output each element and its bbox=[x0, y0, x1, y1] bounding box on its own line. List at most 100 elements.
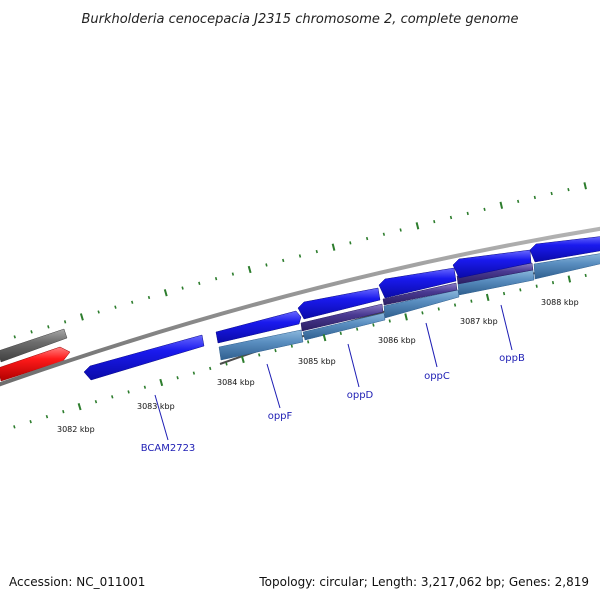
gene-label-oppd[interactable]: oppD bbox=[347, 390, 374, 401]
outer-scale-tick bbox=[315, 249, 318, 254]
inner-scale-tick bbox=[404, 313, 408, 321]
outer-scale-tick bbox=[298, 254, 302, 258]
gene-arrow-next[interactable] bbox=[529, 236, 600, 263]
scale-label-3082: 3082 kbp bbox=[57, 425, 95, 434]
outer-scale-tick bbox=[433, 220, 436, 224]
scale-label-3085: 3085 kbp bbox=[298, 357, 336, 366]
outer-scale-tick bbox=[163, 289, 168, 297]
inner-scale-tick bbox=[372, 323, 375, 327]
operon-band-dark bbox=[300, 303, 384, 332]
gene-label-bcam2723[interactable]: BCAM2723 bbox=[141, 443, 196, 454]
inner-scale-tick bbox=[322, 333, 327, 342]
inner-scale-tick bbox=[307, 340, 310, 344]
outer-scale-tick bbox=[483, 207, 486, 211]
inner-scale-tick bbox=[502, 291, 506, 296]
inner-scale-tick bbox=[274, 348, 277, 353]
inner-scale-tick bbox=[111, 395, 114, 399]
leader-oppd bbox=[347, 343, 360, 388]
gene-label-oppb[interactable]: oppB bbox=[499, 353, 525, 364]
inner-scale-tick bbox=[127, 390, 130, 394]
outer-scale-track bbox=[13, 182, 587, 339]
scale-label-3086: 3086 kbp bbox=[378, 336, 416, 345]
outer-scale-tick bbox=[131, 300, 134, 304]
outer-scale-tick bbox=[97, 310, 100, 314]
scale-label-3087: 3087 kbp bbox=[460, 317, 498, 326]
inner-scale-tick bbox=[485, 293, 490, 302]
operon-band-light-3 bbox=[383, 289, 460, 319]
gray-feature bbox=[0, 328, 68, 363]
outer-scale-tick bbox=[583, 182, 587, 190]
outer-scale-tick bbox=[517, 199, 520, 203]
leader-oppc bbox=[425, 322, 438, 368]
backbone bbox=[0, 226, 600, 387]
outer-scale-tick bbox=[214, 276, 218, 281]
outer-scale-tick bbox=[79, 313, 84, 321]
inner-scale-tick bbox=[437, 307, 440, 311]
gene-label-oppc[interactable]: oppC bbox=[424, 371, 450, 382]
outer-scale-tick bbox=[147, 295, 151, 300]
map-title: Burkholderia cenocepacia J2315 chromosom… bbox=[81, 12, 518, 27]
outer-scale-tick bbox=[13, 335, 16, 339]
gene-arrow-oppf[interactable] bbox=[215, 310, 302, 344]
outer-scale-tick bbox=[30, 330, 33, 334]
inner-scale-tick bbox=[94, 400, 98, 404]
inner-scale-tick bbox=[192, 371, 196, 375]
outer-scale-tick bbox=[247, 265, 252, 274]
gene-arrow-oppd[interactable] bbox=[297, 287, 381, 320]
outer-scale-tick bbox=[198, 281, 201, 286]
inner-scale-tick bbox=[290, 344, 293, 348]
gene-arrow-bcam2723[interactable] bbox=[83, 334, 205, 381]
outer-scale-tick bbox=[399, 228, 402, 232]
scale-label-3088: 3088 kbp bbox=[541, 298, 579, 307]
operon-band-dark-2 bbox=[382, 282, 458, 306]
outer-scale-tick bbox=[47, 325, 50, 329]
inner-scale-tick bbox=[13, 425, 16, 429]
outer-scale-tick bbox=[349, 241, 352, 245]
inner-scale-tick bbox=[551, 280, 555, 285]
leader-oppf bbox=[266, 363, 281, 409]
scale-label-3083: 3083 kbp bbox=[137, 402, 175, 411]
inner-scale-tick bbox=[62, 409, 65, 414]
inner-scale-tick bbox=[535, 284, 538, 288]
gene-arrow-oppc[interactable] bbox=[378, 267, 457, 299]
topology-text: Topology: circular; Length: 3,217,062 bp… bbox=[258, 575, 589, 589]
inner-scale-tick bbox=[159, 378, 164, 387]
inner-scale-tick bbox=[176, 376, 179, 380]
leader-oppb bbox=[500, 304, 513, 351]
outer-scale-tick bbox=[181, 286, 184, 290]
inner-scale-tick bbox=[339, 331, 342, 336]
outer-scale-tick bbox=[466, 211, 469, 216]
red-feature bbox=[0, 346, 71, 382]
outer-scale-tick bbox=[63, 320, 67, 324]
outer-scale-tick bbox=[231, 272, 235, 276]
inner-scale-tick bbox=[421, 311, 424, 315]
inner-scale-tick bbox=[209, 366, 212, 371]
inner-scale-tick bbox=[584, 273, 587, 278]
operon-band-light-2 bbox=[302, 312, 386, 341]
inner-scale-tick bbox=[225, 362, 228, 366]
outer-scale-tick bbox=[331, 243, 336, 251]
gene-label-oppf[interactable]: oppF bbox=[268, 411, 293, 422]
outer-scale-tick bbox=[265, 263, 268, 267]
accession-text: Accession: NC_011001 bbox=[9, 575, 145, 589]
inner-scale-tick bbox=[29, 420, 32, 424]
outer-scale-tick bbox=[499, 201, 504, 209]
outer-scale-tick bbox=[282, 258, 285, 263]
gene-arrow-oppb[interactable] bbox=[452, 249, 532, 279]
outer-scale-tick bbox=[415, 222, 420, 230]
inner-scale-tick bbox=[567, 275, 572, 283]
outer-scale-tick bbox=[567, 188, 570, 192]
inner-scale-tick bbox=[240, 355, 245, 364]
inner-scale-tick bbox=[470, 299, 473, 303]
inner-scale-tick bbox=[356, 327, 359, 331]
inner-scale-tick bbox=[77, 403, 82, 411]
outer-scale-tick bbox=[365, 236, 369, 241]
outer-scale-tick bbox=[382, 232, 386, 236]
inner-scale-tick bbox=[143, 385, 147, 389]
operon-band-light-5 bbox=[533, 253, 600, 280]
inner-scale-tick bbox=[388, 319, 391, 323]
inner-scale-track bbox=[0, 273, 587, 435]
outer-scale-tick bbox=[550, 191, 553, 196]
inner-scale-tick bbox=[258, 353, 261, 357]
